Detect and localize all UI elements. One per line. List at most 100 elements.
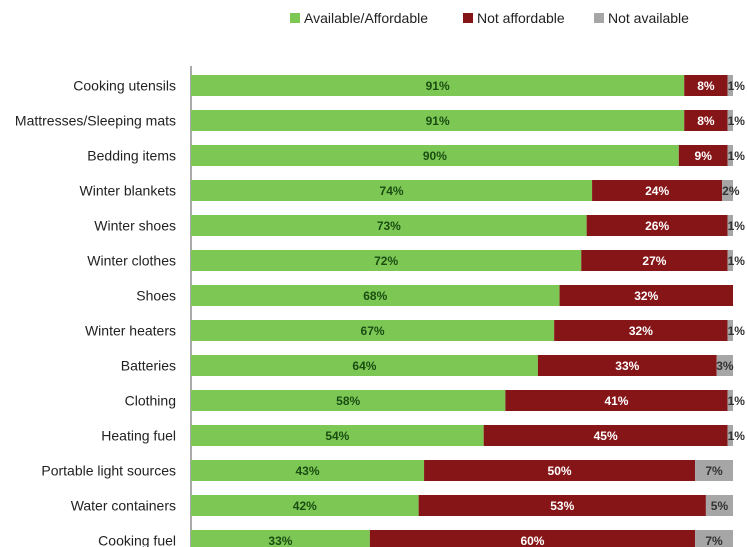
bar-segment-not-affordable (369, 530, 696, 547)
bar-segment-not-affordable (678, 145, 728, 166)
data-label-not-affordable: 60% (520, 534, 544, 547)
category-label: Shoes (136, 288, 176, 304)
bar-row-heating-fuel: 54% 45% 1% (191, 425, 745, 446)
legend-swatch-not-available (594, 13, 604, 23)
legend-swatch-available-affordable (290, 13, 300, 23)
data-label-not-available: 2% (722, 184, 740, 198)
bar-segment-not-affordable (554, 320, 728, 341)
data-label-not-affordable: 8% (697, 114, 715, 128)
data-label-not-available: 1% (728, 219, 746, 233)
bar-segment-not-affordable (581, 250, 728, 271)
category-label: Heating fuel (101, 428, 176, 444)
bar-segment-available-affordable (191, 145, 679, 166)
bar-segment-available-affordable (191, 180, 593, 201)
category-label: Water containers (71, 498, 176, 514)
data-label-available-affordable: 67% (361, 324, 385, 338)
data-label-not-available: 5% (711, 499, 729, 513)
category-label: Winter blankets (80, 183, 176, 199)
bar-segment-not-available (722, 180, 733, 201)
bar-row-winter-heaters: 67% 32% 1% (191, 320, 745, 341)
bar-row-shoes: 68% 32% (191, 285, 733, 306)
bar-segment-not-available (727, 425, 733, 446)
bar-segment-available-affordable (191, 215, 587, 236)
bar-segment-not-affordable (537, 355, 717, 376)
legend-label-available-affordable: Available/Affordable (304, 10, 428, 26)
bar-segment-not-available (716, 355, 733, 376)
legend-swatch-not-affordable (463, 13, 473, 23)
bar-row-batteries: 64% 33% 3% (191, 355, 734, 376)
data-label-not-affordable: 8% (697, 79, 715, 93)
bar-segment-not-available (727, 75, 733, 96)
bar-row-winter-clothes: 72% 27% 1% (191, 250, 745, 271)
category-label: Cooking utensils (73, 78, 176, 94)
bar-segment-not-affordable (424, 460, 696, 481)
bar-row-clothing: 58% 41% 1% (191, 390, 745, 411)
bar-segment-not-available (727, 145, 733, 166)
data-label-not-available: 1% (728, 79, 746, 93)
data-label-available-affordable: 74% (380, 184, 404, 198)
bar-segment-not-affordable (586, 215, 728, 236)
category-label: Batteries (121, 358, 176, 374)
data-label-available-affordable: 91% (426, 79, 450, 93)
bar-segment-available-affordable (191, 110, 685, 131)
bar-segment-not-available (727, 250, 733, 271)
bar-row-water-containers: 42% 53% 5% (191, 495, 733, 516)
bar-row-winter-shoes: 73% 26% 1% (191, 215, 745, 236)
bar-row-portable-light-sources: 43% 50% 7% (191, 460, 733, 481)
bar-row-winter-blankets: 74% 24% 2% (191, 180, 740, 201)
data-label-available-affordable: 54% (325, 429, 349, 443)
data-label-not-affordable: 27% (642, 254, 666, 268)
category-label: Winter clothes (87, 253, 176, 269)
data-label-not-available: 7% (705, 464, 723, 478)
data-label-not-available: 1% (728, 114, 746, 128)
data-label-not-affordable: 33% (615, 359, 639, 373)
data-label-not-affordable: 45% (594, 429, 618, 443)
category-label: Winter shoes (94, 218, 176, 234)
bar-segment-not-available (727, 110, 733, 131)
category-label: Bedding items (87, 148, 176, 164)
data-label-not-affordable: 32% (634, 289, 658, 303)
category-label: Portable light sources (41, 463, 176, 479)
legend: Available/Affordable Not affordable Not av… (290, 10, 689, 26)
data-label-not-affordable: 32% (629, 324, 653, 338)
data-label-not-available: 1% (728, 394, 746, 408)
bar-row-mattresses-sleeping-mats: 91% 8% 1% (191, 110, 745, 131)
bar-segment-not-affordable (684, 110, 728, 131)
legend-label-not-available: Not available (608, 10, 689, 26)
data-label-available-affordable: 90% (423, 149, 447, 163)
data-label-not-affordable: 9% (695, 149, 713, 163)
bar-segment-available-affordable (191, 75, 685, 96)
data-label-not-available: 1% (728, 149, 746, 163)
legend-label-not-affordable: Not affordable (477, 10, 565, 26)
bar-segment-not-affordable (418, 495, 706, 516)
bar-segment-not-available (727, 215, 733, 236)
bar-row-cooking-utensils: 91% 8% 1% (191, 75, 745, 96)
bar-row-cooking-fuel: 33% 60% 7% (191, 530, 733, 547)
data-label-not-affordable: 50% (548, 464, 572, 478)
category-label: Clothing (125, 393, 176, 409)
bar-segment-not-affordable (505, 390, 728, 411)
data-label-available-affordable: 43% (296, 464, 320, 478)
bar-segment-not-affordable (483, 425, 728, 446)
data-label-not-available: 1% (728, 429, 746, 443)
data-label-available-affordable: 64% (352, 359, 376, 373)
bar-segment-not-available (727, 320, 733, 341)
data-label-not-affordable: 53% (550, 499, 574, 513)
bar-segment-available-affordable (191, 250, 582, 271)
data-label-not-available: 7% (705, 534, 723, 547)
data-label-not-available: 1% (728, 254, 746, 268)
data-label-not-available: 1% (728, 324, 746, 338)
data-label-not-affordable: 26% (645, 219, 669, 233)
bars: 91% 8% 1%91% 8% 1%90% 9% 1%74% 24% 2%73% 26% 1%72%… (191, 75, 745, 547)
bar-segment-not-affordable (592, 180, 723, 201)
bar-segment-available-affordable (191, 285, 560, 306)
data-label-available-affordable: 42% (293, 499, 317, 513)
data-label-not-available: 3% (716, 359, 734, 373)
data-label-not-affordable: 24% (645, 184, 669, 198)
bar-segment-available-affordable (191, 530, 370, 547)
category-label: Winter heaters (85, 323, 176, 339)
bar-segment-not-affordable (684, 75, 728, 96)
bar-segment-available-affordable (191, 355, 538, 376)
bar-segment-not-affordable (559, 285, 733, 306)
